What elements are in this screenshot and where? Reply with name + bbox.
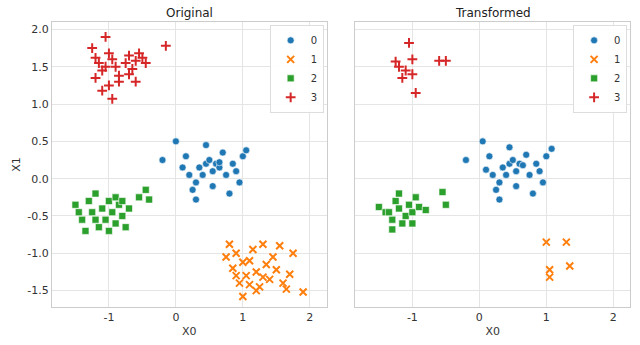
svg-text:0: 0 — [476, 311, 483, 324]
svg-text:1: 1 — [239, 311, 246, 324]
svg-text:0.0: 0.0 — [31, 173, 49, 186]
svg-text:3: 3 — [614, 92, 620, 103]
svg-text:2: 2 — [614, 73, 620, 84]
svg-text:1.0: 1.0 — [31, 98, 49, 111]
svg-text:-1.5: -1.5 — [27, 284, 48, 297]
svg-text:Original: Original — [166, 6, 213, 20]
svg-text:3: 3 — [311, 92, 317, 103]
svg-text:2: 2 — [306, 311, 313, 324]
svg-text:0: 0 — [311, 35, 317, 46]
svg-text:-1: -1 — [407, 311, 418, 324]
svg-text:X0: X0 — [182, 325, 197, 338]
svg-text:1: 1 — [311, 54, 317, 65]
svg-text:X1: X1 — [10, 157, 23, 172]
svg-text:1.5: 1.5 — [31, 61, 49, 74]
svg-text:-1.0: -1.0 — [27, 247, 48, 260]
svg-text:Transformed: Transformed — [455, 6, 531, 20]
svg-text:2: 2 — [610, 311, 617, 324]
svg-text:-0.5: -0.5 — [27, 210, 48, 223]
svg-text:2: 2 — [311, 73, 317, 84]
svg-text:2.0: 2.0 — [31, 23, 49, 36]
svg-text:0: 0 — [614, 35, 620, 46]
svg-text:0: 0 — [172, 311, 179, 324]
svg-text:X0: X0 — [485, 325, 500, 338]
svg-text:-1: -1 — [103, 311, 114, 324]
svg-text:1: 1 — [614, 54, 620, 65]
svg-text:1: 1 — [543, 311, 550, 324]
svg-text:0.5: 0.5 — [31, 135, 49, 148]
